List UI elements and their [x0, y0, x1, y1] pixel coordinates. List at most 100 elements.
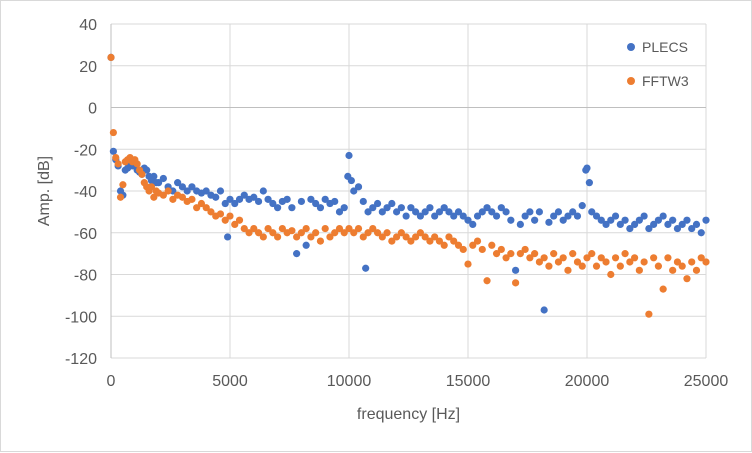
data-point-plecs: [535, 208, 544, 216]
data-point-plecs: [564, 212, 572, 220]
data-point-fftw3: [659, 285, 667, 293]
data-point-plecs: [297, 197, 305, 206]
data-point-fftw3: [302, 224, 310, 233]
data-point-fftw3: [293, 233, 301, 241]
data-point-plecs: [459, 212, 467, 220]
data-point-plecs: [159, 174, 167, 183]
data-point-plecs: [288, 204, 296, 212]
y-tick-label: -40: [74, 184, 97, 201]
x-tick-label: 20000: [565, 373, 610, 390]
data-point-fftw3: [488, 241, 496, 249]
data-point-fftw3: [597, 254, 605, 262]
data-point-fftw3: [416, 229, 424, 237]
tick-labels: -120 -100 -80 -60 -40 -20 0 20 40 0 5000 10000 15000…: [65, 17, 728, 390]
data-point-plecs: [654, 216, 663, 224]
data-point-fftw3: [278, 224, 286, 233]
data-point-plecs: [583, 164, 591, 172]
data-point-fftw3: [202, 204, 210, 212]
data-point-fftw3: [535, 258, 544, 266]
data-point-plecs: [592, 212, 601, 220]
data-point-plecs: [416, 212, 424, 220]
legend-label-fftw3: FFTW3: [642, 73, 689, 89]
series-fftw3: [107, 53, 710, 318]
data-point-plecs: [607, 216, 615, 224]
data-point-fftw3: [616, 262, 624, 270]
x-axis-title: frequency [Hz]: [357, 406, 460, 423]
data-point-fftw3: [178, 193, 186, 201]
data-point-fftw3: [369, 224, 377, 233]
data-point-plecs: [645, 224, 653, 233]
data-point-plecs: [526, 208, 534, 216]
data-point-plecs: [692, 220, 701, 228]
data-point-fftw3: [559, 254, 567, 262]
data-point-plecs: [616, 220, 624, 228]
data-point-plecs: [224, 233, 232, 241]
data-point-plecs: [235, 195, 244, 203]
data-point-fftw3: [274, 233, 282, 241]
data-point-plecs: [483, 204, 491, 212]
data-point-fftw3: [521, 245, 529, 254]
y-tick-label: -120: [65, 351, 97, 368]
legend-marker-plecs: [627, 43, 635, 51]
data-point-plecs: [307, 195, 315, 203]
data-point-fftw3: [383, 229, 391, 237]
data-point-plecs: [597, 216, 605, 224]
data-point-plecs: [550, 212, 558, 220]
data-point-plecs: [293, 250, 301, 258]
data-point-fftw3: [631, 254, 639, 262]
data-point-fftw3: [592, 262, 601, 270]
data-point-plecs: [373, 199, 382, 208]
data-point-plecs: [397, 204, 405, 212]
data-point-plecs: [431, 212, 439, 220]
data-point-plecs: [702, 216, 710, 224]
data-point-fftw3: [583, 254, 591, 262]
data-point-fftw3: [378, 233, 386, 241]
data-point-fftw3: [116, 193, 125, 201]
data-point-fftw3: [702, 258, 710, 266]
y-axis-title: Amp. [dB]: [36, 156, 53, 226]
data-point-fftw3: [483, 277, 491, 285]
data-point-plecs: [683, 216, 691, 224]
data-point-plecs: [664, 220, 672, 228]
data-point-plecs: [369, 204, 377, 212]
data-point-fftw3: [138, 170, 146, 178]
data-point-fftw3: [297, 229, 305, 237]
x-tick-label: 15000: [446, 373, 491, 390]
data-point-plecs: [669, 216, 677, 224]
data-point-fftw3: [664, 254, 672, 262]
data-point-fftw3: [254, 229, 263, 237]
data-point-plecs: [150, 172, 158, 180]
data-point-fftw3: [119, 181, 127, 189]
data-point-fftw3: [478, 245, 486, 254]
data-point-plecs: [507, 216, 515, 224]
data-point-fftw3: [259, 233, 267, 241]
data-point-fftw3: [516, 250, 524, 258]
data-point-plecs: [588, 208, 596, 216]
data-point-plecs: [631, 220, 639, 228]
data-point-plecs: [540, 306, 548, 314]
data-point-fftw3: [450, 237, 458, 245]
data-point-plecs: [362, 264, 370, 272]
data-point-plecs: [155, 179, 163, 187]
x-tick-label: 0: [107, 373, 116, 390]
data-point-fftw3: [669, 266, 677, 274]
data-point-plecs: [378, 208, 386, 216]
data-point-plecs: [359, 197, 367, 206]
y-tick-label: -80: [74, 268, 97, 285]
data-point-fftw3: [678, 262, 686, 270]
data-point-fftw3: [683, 275, 691, 283]
axes: [110, 24, 706, 358]
data-point-plecs: [302, 241, 310, 249]
data-point-fftw3: [250, 224, 258, 233]
data-point-plecs: [464, 216, 472, 224]
data-point-fftw3: [197, 199, 206, 208]
data-point-fftw3: [507, 250, 515, 258]
data-point-plecs: [497, 204, 505, 212]
data-point-plecs: [250, 193, 258, 201]
data-point-fftw3: [469, 241, 477, 249]
data-point-fftw3: [159, 191, 167, 199]
y-tick-label: 20: [79, 59, 97, 76]
data-point-fftw3: [511, 279, 520, 287]
data-point-fftw3: [321, 224, 329, 233]
data-point-fftw3: [464, 260, 472, 268]
